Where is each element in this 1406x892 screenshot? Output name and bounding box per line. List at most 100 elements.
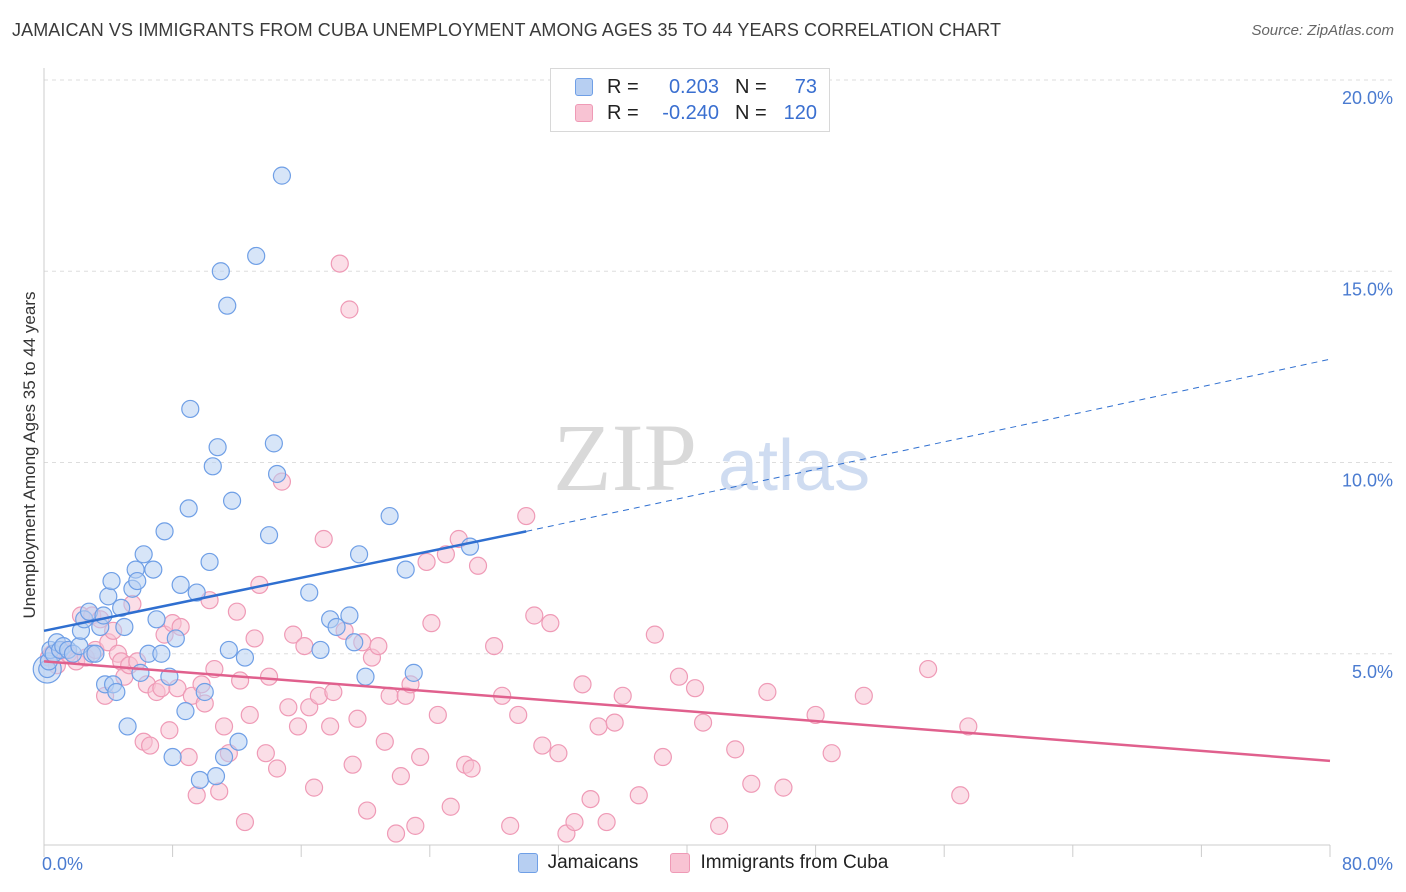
x-tick-label-max: 80.0% (1342, 854, 1393, 874)
y-tick-label: 10.0% (1342, 471, 1393, 491)
series-legend: Jamaicans Immigrants from Cuba (0, 852, 1406, 874)
cuba-point (597, 812, 616, 832)
jamaican-point (107, 682, 126, 702)
legend-r-label: R = (607, 101, 639, 124)
jamaican-point (356, 667, 375, 686)
legend-swatch-blue (517, 853, 538, 873)
cuba-point (854, 686, 873, 705)
legend-label-cuba: Immigrants from Cuba (700, 852, 889, 873)
jamaican-point (166, 629, 185, 648)
cuba-point (288, 717, 308, 736)
jamaican-point (131, 663, 150, 682)
jamaican-point (187, 583, 206, 602)
cuba-point (533, 736, 552, 755)
jamaican-point (147, 610, 166, 629)
legend-row-jamaicans: R = 0.203 N = 73 (551, 75, 817, 99)
cuba-point (227, 602, 246, 621)
cuba-point (669, 667, 689, 686)
cuba-point (509, 705, 528, 725)
legend-swatch-blue (575, 78, 593, 96)
chart-title: JAMAICAN VS IMMIGRANTS FROM CUBA UNEMPLO… (12, 20, 1002, 40)
jamaican-point (206, 767, 226, 786)
jamaican-point (118, 717, 137, 736)
jamaican-point (327, 617, 346, 637)
cuba-point (605, 713, 624, 732)
cuba-point (685, 679, 705, 698)
legend-label-jamaicans: Jamaicans (547, 852, 639, 873)
jamaican-point (259, 526, 279, 545)
cuba-point (321, 717, 340, 736)
jamaican-point (229, 732, 248, 751)
cuba-point (231, 671, 250, 690)
cuba-trend-line (43, 660, 1331, 763)
jamaican-point (264, 434, 283, 453)
legend-n-label: N = (735, 75, 767, 98)
cuba-point (726, 740, 745, 759)
cuba-point (468, 556, 488, 575)
jamaican-point (94, 606, 113, 625)
cuba-point (284, 625, 303, 644)
cuba-point (259, 667, 279, 686)
cuba-point (441, 797, 460, 816)
jamaican-point (219, 640, 238, 660)
legend-n-value: 120 (783, 101, 817, 124)
cuba-point (314, 529, 333, 549)
jamaican-point (152, 644, 171, 663)
cuba-point (501, 816, 520, 835)
cuba-point (295, 636, 314, 656)
legend-swatch-pink (670, 853, 691, 873)
cuba-point (422, 614, 441, 633)
cuba-point (240, 705, 259, 725)
cuba-point (613, 686, 632, 705)
jamaican-point (176, 702, 195, 721)
cuba-point (340, 300, 359, 319)
cuba-point (581, 789, 600, 809)
legend-n-value: 73 (794, 75, 817, 98)
cuba-point (160, 721, 179, 740)
jamaican-point (203, 457, 222, 476)
jamaican-point (179, 499, 198, 518)
watermark: ZIP atlas (553, 404, 870, 511)
cuba-point (693, 713, 713, 732)
correlation-legend: R = 0.203 N = 73 R = -0.240 N = 120 (550, 68, 830, 132)
cuba-point (710, 816, 729, 835)
legend-r-label: R = (607, 75, 639, 98)
y-tick-label: 20.0% (1342, 88, 1393, 108)
legend-swatch-pink (575, 104, 593, 122)
cuba-point (573, 675, 592, 694)
jamaican-point (272, 166, 292, 185)
cuba-point (391, 767, 410, 786)
cuba-point (330, 254, 349, 273)
cuba-point (386, 824, 406, 843)
jamaican-point (349, 545, 369, 564)
jamaican-point (396, 560, 415, 579)
cuba-point (140, 736, 160, 755)
cuba-point (645, 625, 664, 644)
cuba-point (774, 778, 793, 797)
cuba-point (324, 682, 343, 702)
cuba-point (380, 686, 399, 705)
cuba-point (406, 816, 425, 835)
cuba-point (541, 614, 560, 633)
cuba-point (187, 786, 206, 805)
watermark-zip: ZIP (553, 404, 697, 511)
legend-item-cuba: Immigrants from Cuba (670, 852, 888, 874)
cuba-point (411, 747, 430, 767)
y-tick-labels: 5.0% 10.0% 15.0% 20.0% (1342, 88, 1393, 682)
cuba-point (267, 759, 287, 778)
cuba-point (417, 552, 436, 572)
cuba-point (179, 747, 198, 767)
cuba-point (343, 755, 362, 774)
source-label: Source: ZipAtlas.com (1251, 22, 1394, 39)
jamaican-point (340, 606, 359, 625)
legend-row-cuba: R = -0.240 N = 120 (551, 101, 817, 125)
legend-r-value: 0.203 (668, 75, 719, 98)
cuba-point (245, 629, 264, 648)
cuba-point (959, 717, 978, 736)
cuba-point (589, 717, 608, 736)
cuba-point (822, 744, 841, 763)
jamaican-point (181, 399, 200, 419)
grid-lines (44, 79, 1395, 655)
cuba-point (235, 812, 255, 832)
axes (43, 68, 1331, 857)
